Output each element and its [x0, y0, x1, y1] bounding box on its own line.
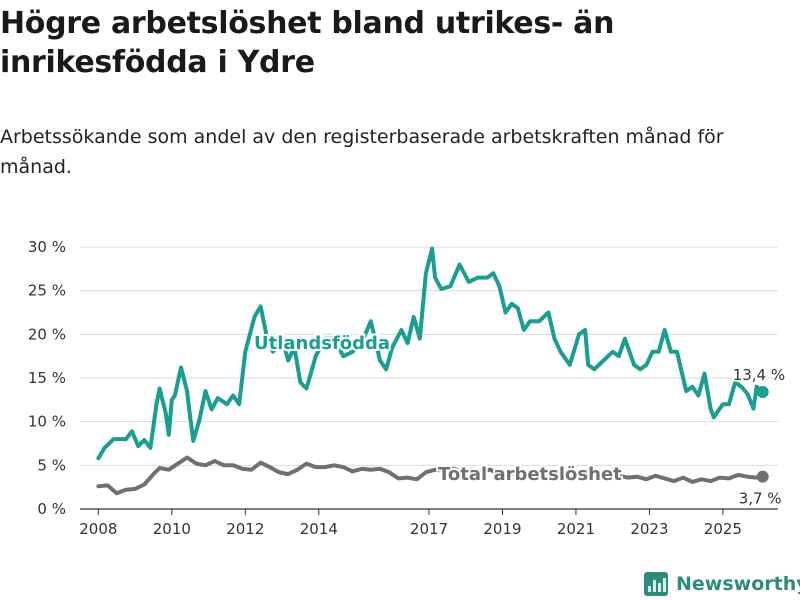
series-end-point — [756, 385, 769, 398]
x-tick-label: 2023 — [630, 520, 668, 538]
y-tick-label: 0 % — [37, 500, 66, 518]
series-end-value-label: 13,4 % — [733, 366, 785, 384]
series-line — [96, 246, 765, 461]
y-tick-label: 10 % — [28, 413, 66, 431]
x-tick-label: 2010 — [153, 520, 191, 538]
y-tick-label: 15 % — [28, 369, 66, 387]
newsworthy-logo-icon — [644, 572, 668, 596]
x-tick-label: 2025 — [704, 520, 742, 538]
newsworthy-brand: Newsworthy — [644, 569, 800, 599]
x-tick-label: 2021 — [557, 520, 595, 538]
x-tick-label: 2008 — [79, 520, 117, 538]
y-tick-labels: 0 % 5 % 10 % 15 % 20 % 25 % 30 % — [28, 238, 66, 518]
series-end-point — [756, 470, 769, 483]
x-tick-label: 2012 — [226, 520, 264, 538]
series-name-label: Total arbetslöshet — [438, 464, 622, 485]
series-end-value-label: 3,7 % — [739, 490, 782, 508]
y-tick-label: 5 % — [37, 456, 66, 474]
brand-name: Newsworthy — [676, 573, 800, 595]
series-lines — [96, 246, 769, 496]
chart-title: Högre arbetslöshet bland utrikes- än inr… — [0, 6, 615, 80]
x-tick-label: 2014 — [300, 520, 338, 538]
series-name-label: Utlandsfödda — [254, 333, 390, 354]
y-tick-label: 20 % — [28, 325, 66, 343]
x-tick-label: 2019 — [483, 520, 521, 538]
series-line — [96, 455, 765, 496]
y-tick-label: 30 % — [28, 238, 66, 256]
x-tick-labels: 2008 2010 2012 2014 2017 2019 2021 2023 2025 — [79, 520, 742, 538]
x-tick-label: 2017 — [410, 520, 448, 538]
chart-subtitle: Arbetssökande som andel av den registerb… — [0, 126, 724, 178]
grid-lines — [80, 246, 778, 515]
y-tick-label: 25 % — [28, 282, 66, 300]
series-labels: Utlandsfödda 13,4 % Total arbetslöshet 3,7 … — [252, 331, 787, 509]
